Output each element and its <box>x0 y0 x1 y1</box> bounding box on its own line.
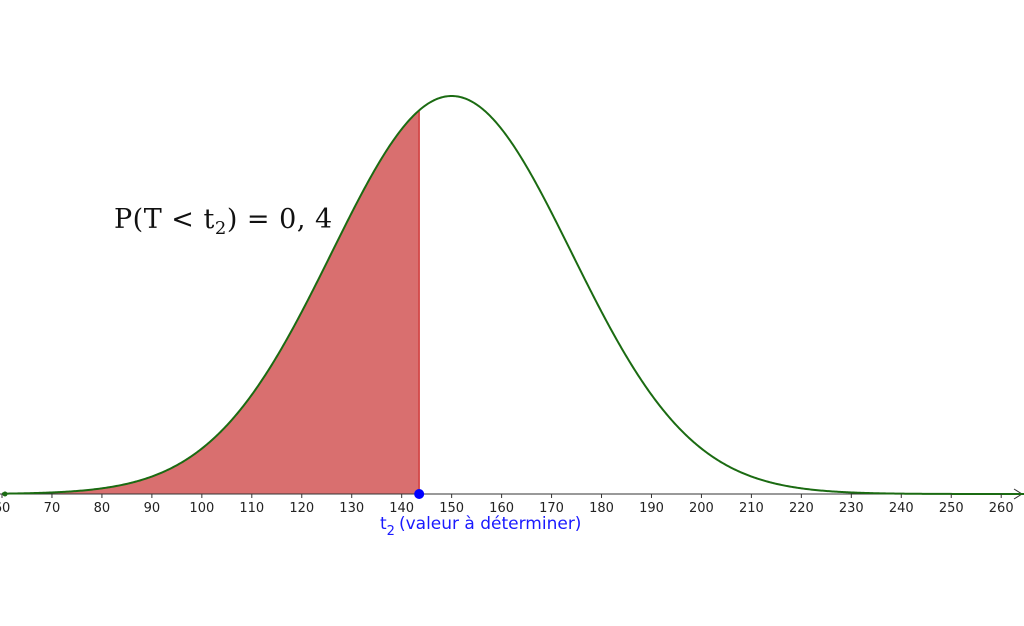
x-tick-label-60: 60 <box>0 501 10 516</box>
x-tick-label-80: 80 <box>94 501 111 516</box>
probability-suffix: ) = 0, 4 <box>226 204 333 235</box>
x-tick-label-120: 120 <box>289 501 314 516</box>
x-tick-label-200: 200 <box>689 501 714 516</box>
x-tick-label-260: 260 <box>989 501 1014 516</box>
shaded-probability-area <box>2 110 420 494</box>
x-tick-label-140: 140 <box>389 501 414 516</box>
curve-start-point <box>2 491 8 497</box>
x-tick-label-130: 130 <box>339 501 364 516</box>
x-tick-label-170: 170 <box>539 501 564 516</box>
x-axis-ticks: 60 70 80 90 100 110 120 130 140 150 160 170 180 190 20… <box>0 494 1014 516</box>
x-tick-label-230: 230 <box>839 501 864 516</box>
x-tick-label-210: 210 <box>739 501 764 516</box>
probability-prefix: P(T < t <box>114 204 215 235</box>
x-tick-label-100: 100 <box>189 501 214 516</box>
x-tick-label-70: 70 <box>44 501 61 516</box>
probability-subscript: 2 <box>214 218 227 239</box>
x-tick-label-190: 190 <box>639 501 664 516</box>
x-tick-label-180: 180 <box>589 501 614 516</box>
shaded-area-layer <box>2 110 420 494</box>
t2-point <box>414 489 425 499</box>
x-tick-label-90: 90 <box>144 501 161 516</box>
t2-point-label: t2 (valeur à déterminer) <box>380 514 582 539</box>
density-curve-layer <box>1 94 1024 497</box>
point-layer <box>414 489 425 499</box>
x-tick-label-110: 110 <box>239 501 264 516</box>
x-tick-label-150: 150 <box>439 501 464 516</box>
point-label-text: (valeur à déterminer) <box>398 514 582 534</box>
point-label-subscript: 2 <box>386 524 395 539</box>
x-tick-label-160: 160 <box>489 501 514 516</box>
point-label-name: t <box>380 514 387 534</box>
x-tick-label-220: 220 <box>789 501 814 516</box>
x-tick-label-240: 240 <box>889 501 914 516</box>
density-curve <box>1 94 1024 495</box>
x-tick-label-250: 250 <box>939 501 964 516</box>
probability-annotation: P(T < t2) = 0, 4 <box>114 204 333 239</box>
